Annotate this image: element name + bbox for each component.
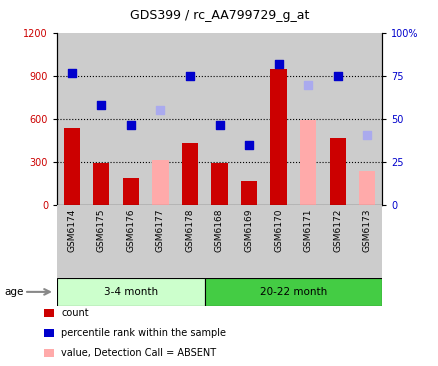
Bar <box>322 205 352 278</box>
Bar <box>57 278 204 306</box>
Bar <box>64 128 80 205</box>
Text: GSM6169: GSM6169 <box>244 209 253 252</box>
Text: 3-4 month: 3-4 month <box>104 287 158 297</box>
Bar <box>175 33 204 205</box>
Point <box>215 122 223 128</box>
Point <box>68 70 75 76</box>
Text: count: count <box>61 308 89 318</box>
Text: GSM6174: GSM6174 <box>67 209 76 252</box>
Bar <box>86 33 116 205</box>
Bar <box>175 205 204 278</box>
Point <box>363 132 370 138</box>
Point <box>156 108 163 113</box>
Point <box>304 82 311 87</box>
Point <box>245 142 252 148</box>
Text: GSM6172: GSM6172 <box>332 209 341 252</box>
Bar <box>123 179 139 205</box>
Text: 20-22 month: 20-22 month <box>259 287 326 297</box>
Bar <box>211 163 227 205</box>
Text: GSM6170: GSM6170 <box>273 209 283 252</box>
Bar <box>116 33 145 205</box>
Bar <box>152 160 168 205</box>
Point <box>333 73 340 79</box>
Bar <box>86 205 116 278</box>
Bar <box>270 69 286 205</box>
Bar <box>322 33 352 205</box>
Bar <box>358 171 374 205</box>
Point <box>186 73 193 79</box>
Bar <box>93 163 109 205</box>
Text: GDS399 / rc_AA799729_g_at: GDS399 / rc_AA799729_g_at <box>130 9 308 22</box>
Text: GSM6171: GSM6171 <box>303 209 312 252</box>
Text: GSM6173: GSM6173 <box>362 209 371 252</box>
Bar <box>263 205 293 278</box>
Bar <box>57 205 86 278</box>
Point <box>98 102 105 108</box>
Point <box>127 122 134 128</box>
Bar <box>263 33 293 205</box>
Bar <box>240 181 257 205</box>
Bar <box>57 33 86 205</box>
Text: GSM6176: GSM6176 <box>126 209 135 252</box>
Bar <box>352 205 381 278</box>
Bar <box>352 33 381 205</box>
Text: GSM6177: GSM6177 <box>155 209 165 252</box>
Bar <box>145 205 175 278</box>
Bar <box>145 33 175 205</box>
Point <box>275 61 282 67</box>
Bar <box>204 278 381 306</box>
Bar <box>204 33 234 205</box>
Bar <box>116 205 145 278</box>
Text: percentile rank within the sample: percentile rank within the sample <box>61 328 226 338</box>
Bar <box>234 205 263 278</box>
Text: GSM6178: GSM6178 <box>185 209 194 252</box>
Text: GSM6175: GSM6175 <box>97 209 106 252</box>
Bar <box>293 33 322 205</box>
Bar <box>181 143 198 205</box>
Text: age: age <box>4 287 24 297</box>
Bar <box>329 138 345 205</box>
Bar <box>293 205 322 278</box>
Text: value, Detection Call = ABSENT: value, Detection Call = ABSENT <box>61 348 216 358</box>
Text: GSM6168: GSM6168 <box>215 209 223 252</box>
Bar <box>204 205 234 278</box>
Bar <box>234 33 263 205</box>
Bar <box>299 120 315 205</box>
